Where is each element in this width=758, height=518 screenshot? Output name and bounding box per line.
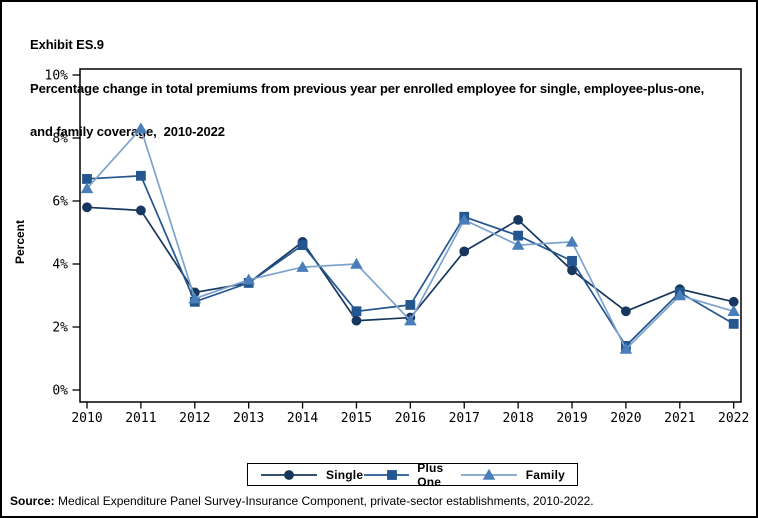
y-tick-label: 6% <box>52 195 68 210</box>
x-tick-label: 2012 <box>179 411 210 426</box>
y-tick-label: 8% <box>52 132 68 147</box>
y-tick-label: 4% <box>52 258 68 273</box>
chart-title-block: Exhibit ES.9 Percentage change in total … <box>30 9 704 169</box>
y-axis-title: Percent <box>13 220 27 264</box>
x-tick-label: 2016 <box>395 411 426 426</box>
x-tick-label: 2021 <box>664 411 695 426</box>
x-tick-label: 2013 <box>233 411 264 426</box>
legend-entry-single: Single <box>260 468 363 482</box>
x-tick-label: 2017 <box>449 411 480 426</box>
legend-label-family: Family <box>525 467 565 482</box>
line-chart: Percent 0% 2% 4% 6% 8% 10% 2010 2011 2012 2013 201… <box>13 68 749 426</box>
plus-one-line-marker-icon <box>364 469 410 480</box>
x-tick-label: 2018 <box>502 411 533 426</box>
exhibit-number: Exhibit ES.9 <box>30 37 104 52</box>
x-tick-label: 2011 <box>125 411 156 426</box>
y-tick-label: 2% <box>52 321 68 336</box>
x-tick-label: 2010 <box>71 411 102 426</box>
family-line-marker-icon <box>460 468 517 480</box>
x-tick-label: 2020 <box>610 411 641 426</box>
x-tick-label: 2019 <box>556 411 587 426</box>
y-tick-label: 0% <box>52 384 68 399</box>
chart-title-line1: Percentage change in total premiums from… <box>30 80 705 96</box>
single-line-marker-icon <box>261 469 317 480</box>
x-tick-label: 2022 <box>718 411 749 426</box>
legend-label-plus-one: Plus One <box>417 460 444 489</box>
x-tick-label: 2014 <box>287 411 318 426</box>
legend-label-single: Single <box>326 467 364 482</box>
source-label: Source: <box>10 494 55 508</box>
legend-entry-plus-one: Plus One <box>363 461 460 489</box>
x-tick-label: 2015 <box>341 411 372 426</box>
source-note: Source: Medical Expenditure Panel Survey… <box>10 494 594 508</box>
legend-entry-family: Family <box>460 468 565 482</box>
y-tick-label: 10% <box>45 69 69 84</box>
source-text: Medical Expenditure Panel Survey-Insuran… <box>54 494 594 508</box>
chart-legend: Single Plus One Family <box>247 461 578 489</box>
